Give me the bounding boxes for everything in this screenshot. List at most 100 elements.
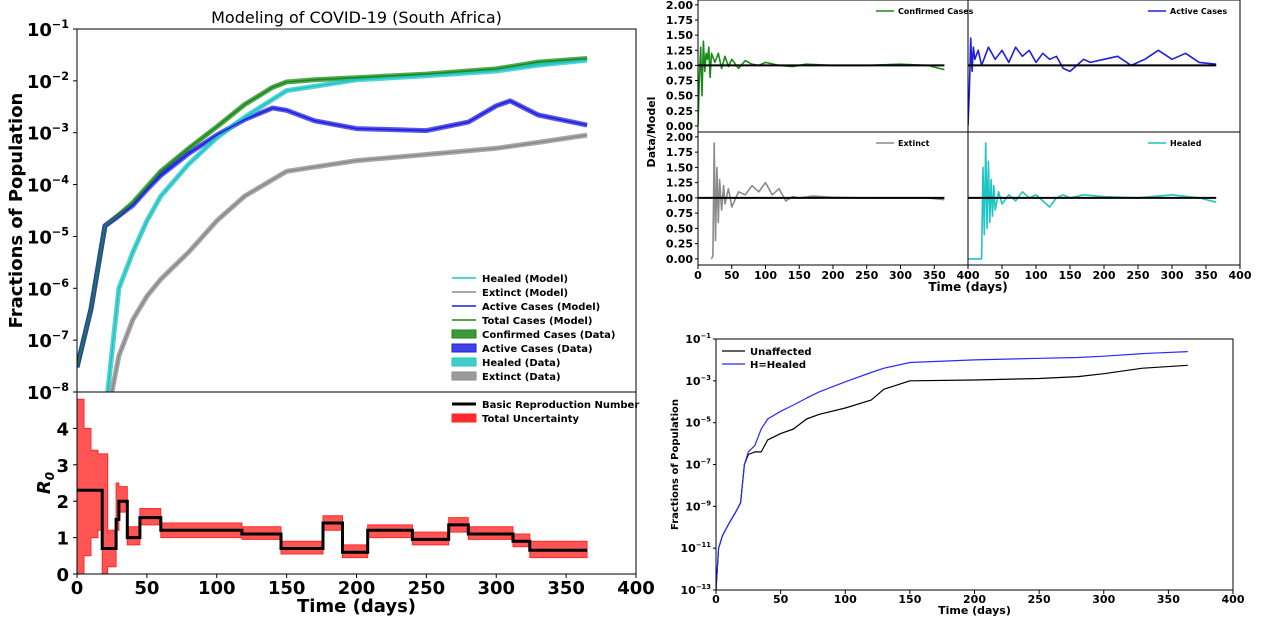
main-legend-label-7: Extinct (Data) <box>482 372 561 383</box>
r0-ytick-label-3: 3 <box>56 456 69 477</box>
br-ytick-label-0: 10−13 <box>680 583 711 597</box>
ratio-extinct-xtick-tick-label-2: 100 <box>754 269 777 282</box>
ratio-extinct-ytick-label-7: 1.75 <box>666 146 693 159</box>
ratio-confirmed-ytick-label-5: 1.25 <box>666 44 693 57</box>
r0-legend-label-1: Total Uncertainty <box>482 414 580 425</box>
r0-legend-swatch-1 <box>451 413 477 423</box>
r0-xtick-tick-label-1: 50 <box>134 578 159 599</box>
ratio-confirmed-ytick-label-8: 2.00 <box>666 0 693 12</box>
ratio-confirmed-legend-label: Confirmed Cases <box>898 7 974 16</box>
br-xtick-tick-label-5: 250 <box>1028 593 1051 606</box>
ratio-extinct-series <box>710 142 945 260</box>
ratio-healed-xtick-tick-label-0: 0 <box>964 269 972 282</box>
br-ytick-label-5: 10−3 <box>685 374 711 388</box>
main-ytick-label-7: 10−1 <box>27 18 69 41</box>
r0-ytick-label-1: 1 <box>56 529 69 550</box>
main-legend-swatch-4 <box>451 329 477 339</box>
br-ytick-label-4: 10−5 <box>685 416 711 430</box>
ratio-extinct-ytick-label-6: 1.50 <box>666 161 693 174</box>
br-xtick-tick-label-3: 150 <box>898 593 921 606</box>
ratio-extinct-xtick-tick-label-7: 350 <box>923 269 946 282</box>
ratio-extinct-ytick-label-1: 0.25 <box>666 238 693 251</box>
ratio-active-series <box>968 37 1217 126</box>
br-series-1 <box>716 351 1188 590</box>
main-legend-label-3: Total Cases (Model) <box>482 316 592 327</box>
main-legend-label-5: Active Cases (Data) <box>482 344 593 355</box>
r0-series-group <box>77 398 588 574</box>
ratio-extinct-xtick-tick-label-0: 0 <box>694 269 702 282</box>
ratio-extinct-xtick-tick-label-4: 200 <box>822 269 845 282</box>
main-series-0 <box>106 59 588 392</box>
r0-ytick-label-0: 0 <box>56 565 69 586</box>
ratio-healed-xtick-tick-label-1: 50 <box>994 269 1010 282</box>
ratio-extinct-xtick-tick-label-8: 400 <box>957 269 980 282</box>
ratio-confirmed-ytick-label-7: 1.75 <box>666 14 693 27</box>
ratio-healed-xtick-tick-label-8: 400 <box>1229 269 1252 282</box>
ratio-ylabel: Data/Model <box>645 97 658 168</box>
main-series-6 <box>105 57 588 392</box>
r0-uncertainty-band <box>77 398 588 574</box>
r0-xtick-tick-label-6: 300 <box>477 578 515 599</box>
main-ytick-label-3: 10−5 <box>27 225 69 248</box>
main-ytick-label-0: 10−8 <box>27 381 69 404</box>
ratio-healed-series-group <box>968 142 1217 260</box>
r0-ylabel: R0 <box>34 472 57 494</box>
r0-xtick-tick-label-5: 250 <box>408 578 446 599</box>
br-ylabel: Fractions of Population <box>670 399 681 530</box>
ratio-confirmed-series-group <box>698 40 945 126</box>
ratio-confirmed-ytick-label-3: 0.75 <box>666 75 693 88</box>
main-legend-label-6: Healed (Data) <box>482 358 560 369</box>
ratio-confirmed-series <box>698 40 945 126</box>
ratio-healed-xtick-tick-label-2: 100 <box>1025 269 1048 282</box>
ratio-extinct-ytick-label-3: 0.75 <box>666 207 693 220</box>
br-ytick-label-1: 10−11 <box>680 541 711 555</box>
ratio-extinct-legend-label: Extinct <box>898 139 930 148</box>
ratio-extinct-xtick-tick-label-3: 150 <box>788 269 811 282</box>
ratio-extinct-ytick-label-8: 2.00 <box>666 131 693 144</box>
main-ylabel: Fractions of Population <box>6 93 27 329</box>
br-ytick-label-6: 10−1 <box>685 332 711 346</box>
r0-xtick-tick-label-4: 200 <box>338 578 376 599</box>
ratio-extinct-ytick-label-5: 1.25 <box>666 177 693 190</box>
ratio-extinct-xtick-tick-label-1: 50 <box>724 269 740 282</box>
ratio-extinct-xtick-tick-label-6: 300 <box>889 269 912 282</box>
ratio-extinct-ytick-label-2: 0.50 <box>666 222 693 235</box>
r0-xtick-tick-label-2: 100 <box>198 578 236 599</box>
br-xtick-tick-label-8: 400 <box>1222 593 1245 606</box>
r0-legend-label-0: Basic Reproduction Number <box>482 400 639 411</box>
r0-xlabel: Time (days) <box>297 596 416 617</box>
br-xlabel: Time (days) <box>938 604 1011 617</box>
main-legend-label-0: Healed (Model) <box>482 274 568 285</box>
main-series-1 <box>111 134 588 392</box>
main-title: Modeling of COVID-19 (South Africa) <box>211 8 502 27</box>
ratio-healed-xtick-tick-label-3: 150 <box>1059 269 1082 282</box>
main-legend-label-2: Active Cases (Model) <box>482 302 600 313</box>
main-ytick-label-2: 10−6 <box>27 277 69 300</box>
ratio-healed-xtick-tick-label-4: 200 <box>1093 269 1116 282</box>
ratio-confirmed-ytick-label-1: 0.25 <box>666 105 693 118</box>
ratio-healed-xtick-tick-label-5: 250 <box>1127 269 1150 282</box>
main-series-5 <box>77 98 588 368</box>
ratio-active-legend-label: Active Cases <box>1170 7 1227 16</box>
ratio-extinct-series-group <box>698 142 945 260</box>
ratio-confirmed-ytick-label-4: 1.00 <box>666 59 693 72</box>
main-ytick-label-1: 10−7 <box>27 329 69 352</box>
br-legend-label-0: Unaffected <box>750 347 812 358</box>
br-series-0 <box>716 364 1188 590</box>
br-ytick-label-3: 10−7 <box>685 458 711 472</box>
main-legend-swatch-7 <box>451 371 477 381</box>
main-legend-swatch-6 <box>451 357 477 367</box>
ratio-healed-xtick-tick-label-7: 350 <box>1195 269 1218 282</box>
br-xtick-tick-label-2: 100 <box>834 593 857 606</box>
ratio-confirmed-ytick-label-0: 0.00 <box>666 120 693 133</box>
ratio-healed-legend-label: Healed <box>1170 139 1202 148</box>
br-frame <box>715 338 1234 591</box>
br-legend-label-1: H=Healed <box>750 360 806 371</box>
ratio-healed-xtick-tick-label-6: 300 <box>1161 269 1184 282</box>
r0-xtick-tick-label-8: 400 <box>617 578 655 599</box>
main-legend-label-1: Extinct (Model) <box>482 288 568 299</box>
br-xtick-tick-label-6: 300 <box>1092 593 1115 606</box>
main-legend-swatch-5 <box>451 343 477 353</box>
